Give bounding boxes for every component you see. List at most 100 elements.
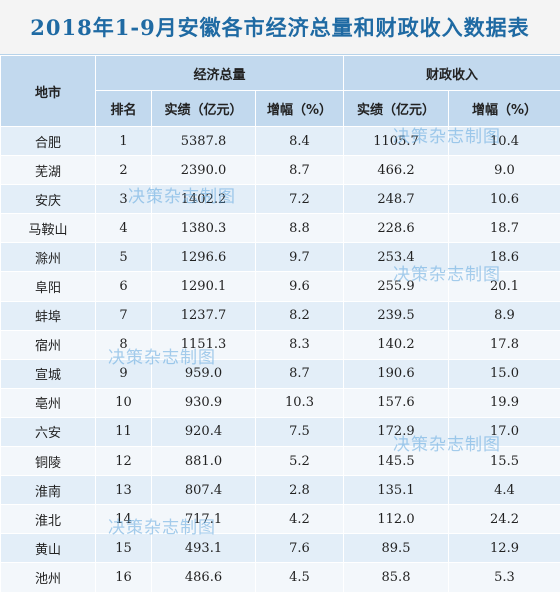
revenue-cell: 255.9 — [344, 272, 449, 301]
city-cell: 宣城 — [1, 359, 96, 388]
city-cell: 六安 — [1, 417, 96, 446]
gdp-cell: 717.1 — [152, 505, 256, 534]
revenue-growth-cell: 18.6 — [449, 243, 560, 272]
gdp-growth-cell: 9.6 — [256, 272, 344, 301]
revenue-cell: 248.7 — [344, 185, 449, 214]
rank-cell: 10 — [96, 388, 152, 417]
city-cell: 马鞍山 — [1, 214, 96, 243]
revenue-cell: 112.0 — [344, 505, 449, 534]
gdp-cell: 493.1 — [152, 534, 256, 563]
gdp-growth-cell: 5.2 — [256, 447, 344, 476]
gdp-growth-cell: 7.5 — [256, 417, 344, 446]
gdp-growth-cell: 8.3 — [256, 330, 344, 359]
gdp-cell: 807.4 — [152, 476, 256, 505]
revenue-cell: 135.1 — [344, 476, 449, 505]
rank-cell: 2 — [96, 156, 152, 185]
rank-cell: 4 — [96, 214, 152, 243]
header-economy-growth: 增幅（%） — [256, 91, 344, 127]
gdp-cell: 959.0 — [152, 359, 256, 388]
city-cell: 池州 — [1, 563, 96, 592]
header-economy-value: 实绩（亿元） — [152, 91, 256, 127]
gdp-cell: 920.4 — [152, 417, 256, 446]
gdp-growth-cell: 8.7 — [256, 359, 344, 388]
city-cell: 铜陵 — [1, 447, 96, 476]
revenue-growth-cell: 8.9 — [449, 301, 560, 330]
gdp-cell: 2390.0 — [152, 156, 256, 185]
page-title: 2018年1-9月安徽各市经济总量和财政收入数据表 — [30, 12, 529, 42]
city-cell: 蚌埠 — [1, 301, 96, 330]
revenue-growth-cell: 17.0 — [449, 417, 560, 446]
revenue-cell: 466.2 — [344, 156, 449, 185]
gdp-cell: 1237.7 — [152, 301, 256, 330]
rank-cell: 16 — [96, 563, 152, 592]
header-rank: 排名 — [96, 91, 152, 127]
rank-cell: 7 — [96, 301, 152, 330]
gdp-cell: 881.0 — [152, 447, 256, 476]
rank-cell: 6 — [96, 272, 152, 301]
revenue-cell: 190.6 — [344, 359, 449, 388]
revenue-cell: 228.6 — [344, 214, 449, 243]
revenue-growth-cell: 19.9 — [449, 388, 560, 417]
city-cell: 淮南 — [1, 476, 96, 505]
rank-cell: 3 — [96, 185, 152, 214]
gdp-cell: 930.9 — [152, 388, 256, 417]
rank-cell: 15 — [96, 534, 152, 563]
gdp-growth-cell: 9.7 — [256, 243, 344, 272]
data-table: 地市 经济总量 财政收入 排名 实绩（亿元） 增幅（%） 实绩（亿元） 增幅（%… — [0, 55, 560, 593]
rank-cell: 14 — [96, 505, 152, 534]
header-economy: 经济总量 — [96, 56, 344, 91]
revenue-growth-cell: 24.2 — [449, 505, 560, 534]
gdp-cell: 1290.1 — [152, 272, 256, 301]
revenue-cell: 89.5 — [344, 534, 449, 563]
gdp-growth-cell: 10.3 — [256, 388, 344, 417]
rank-cell: 12 — [96, 447, 152, 476]
gdp-cell: 1151.3 — [152, 330, 256, 359]
city-cell: 淮北 — [1, 505, 96, 534]
gdp-growth-cell: 4.5 — [256, 563, 344, 592]
revenue-growth-cell: 10.4 — [449, 127, 560, 156]
revenue-growth-cell: 4.4 — [449, 476, 560, 505]
rank-cell: 13 — [96, 476, 152, 505]
gdp-growth-cell: 8.2 — [256, 301, 344, 330]
revenue-cell: 239.5 — [344, 301, 449, 330]
gdp-growth-cell: 7.2 — [256, 185, 344, 214]
header-revenue-value: 实绩（亿元） — [344, 91, 449, 127]
rank-cell: 5 — [96, 243, 152, 272]
revenue-growth-cell: 9.0 — [449, 156, 560, 185]
revenue-cell: 157.6 — [344, 388, 449, 417]
gdp-growth-cell: 4.2 — [256, 505, 344, 534]
revenue-cell: 253.4 — [344, 243, 449, 272]
gdp-growth-cell: 8.4 — [256, 127, 344, 156]
city-cell: 阜阳 — [1, 272, 96, 301]
gdp-cell: 1402.2 — [152, 185, 256, 214]
city-cell: 安庆 — [1, 185, 96, 214]
revenue-cell: 172.9 — [344, 417, 449, 446]
rank-cell: 9 — [96, 359, 152, 388]
gdp-cell: 1296.6 — [152, 243, 256, 272]
revenue-growth-cell: 12.9 — [449, 534, 560, 563]
revenue-growth-cell: 17.8 — [449, 330, 560, 359]
rank-cell: 11 — [96, 417, 152, 446]
revenue-growth-cell: 10.6 — [449, 185, 560, 214]
revenue-cell: 1105.7 — [344, 127, 449, 156]
city-cell: 芜湖 — [1, 156, 96, 185]
gdp-cell: 1380.3 — [152, 214, 256, 243]
title-bar: 2018年1-9月安徽各市经济总量和财政收入数据表 — [0, 0, 560, 55]
revenue-cell: 140.2 — [344, 330, 449, 359]
gdp-growth-cell: 8.7 — [256, 156, 344, 185]
header-city: 地市 — [1, 56, 96, 127]
revenue-growth-cell: 15.0 — [449, 359, 560, 388]
revenue-cell: 85.8 — [344, 563, 449, 592]
city-cell: 合肥 — [1, 127, 96, 156]
